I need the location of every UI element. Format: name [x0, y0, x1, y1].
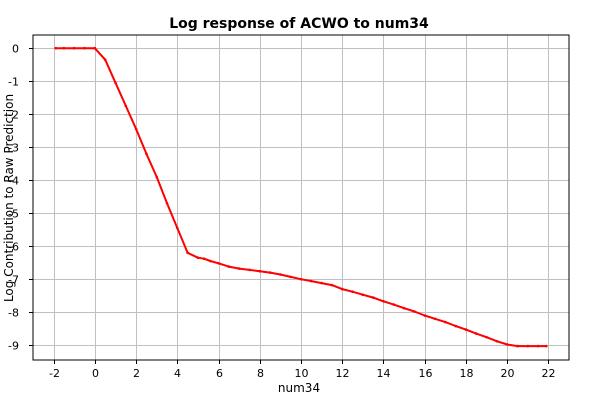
data-point — [217, 262, 220, 265]
data-point — [351, 290, 354, 294]
data-point — [545, 344, 548, 348]
y-tick-label: -7 — [8, 274, 19, 287]
y-tick-label: -8 — [8, 307, 19, 320]
y-tick-label: -9 — [8, 340, 19, 353]
data-point — [423, 314, 427, 317]
data-point — [279, 273, 282, 276]
data-point — [72, 46, 76, 50]
x-tick-label: 18 — [460, 367, 474, 380]
y-tick-label: -4 — [8, 175, 19, 188]
series-layer — [54, 46, 548, 348]
x-tick-label: 14 — [377, 367, 391, 380]
x-tick-label: 20 — [501, 367, 515, 380]
plot-frame — [32, 34, 570, 361]
data-point — [202, 257, 206, 261]
x-tick-label: 12 — [336, 367, 350, 380]
y-tick-label: -2 — [8, 109, 19, 122]
data-point — [310, 279, 313, 283]
y-tick-label: -1 — [8, 76, 19, 89]
data-point — [382, 300, 385, 303]
data-point — [237, 267, 241, 270]
chart-title: Log response of ACWO to num34 — [169, 16, 429, 32]
data-point — [268, 271, 272, 274]
y-tick-label: -6 — [8, 241, 19, 254]
data-point — [93, 46, 97, 50]
data-point — [536, 344, 540, 348]
data-point — [145, 152, 148, 156]
data-point — [54, 46, 57, 50]
data-point — [124, 104, 128, 108]
data-point — [495, 339, 499, 343]
x-tick-label: 6 — [216, 367, 223, 380]
x-tick-label: -2 — [49, 367, 60, 380]
data-point — [361, 293, 365, 297]
x-tick-label: 16 — [419, 367, 433, 380]
y-axis-label: Log Contribution to Raw Prediction — [2, 94, 16, 302]
x-axis-label: num34 — [278, 381, 320, 395]
data-point — [444, 320, 447, 324]
series-line — [55, 47, 547, 348]
y-tick-label: -3 — [8, 142, 19, 155]
data-point — [340, 287, 344, 291]
data-point — [371, 296, 375, 299]
data-point — [103, 58, 107, 61]
data-point — [83, 46, 86, 50]
y-tick-label: 0 — [12, 43, 19, 56]
x-tick-label: 4 — [174, 367, 181, 380]
data-point — [402, 306, 406, 310]
x-tick-label: 10 — [295, 367, 309, 380]
x-tick-label: 0 — [92, 367, 99, 380]
data-point — [299, 277, 303, 281]
data-point — [289, 275, 293, 279]
data-point — [526, 344, 530, 348]
data-point — [320, 281, 323, 285]
data-point — [165, 202, 169, 205]
data-point — [454, 324, 457, 328]
data-point — [433, 317, 437, 321]
data-point — [155, 175, 158, 179]
data-point — [176, 226, 179, 230]
axis-ticks: -2 0 2 4 6 8 10 12 14 16 18 20 22 0 -1 -2 -3 -4 -5 -6 -7 -8 -9 — [8, 43, 555, 381]
x-tick-label: 2 — [133, 367, 140, 380]
data-point — [248, 268, 251, 272]
data-point — [186, 251, 189, 255]
data-point — [134, 127, 138, 131]
data-point — [474, 332, 478, 335]
data-point — [114, 81, 117, 85]
data-point — [209, 259, 212, 263]
y-tick-label: -5 — [8, 208, 19, 221]
data-point — [464, 328, 468, 331]
x-tick-label: 8 — [257, 367, 264, 380]
data-point — [227, 265, 231, 268]
data-point — [392, 303, 396, 306]
data-point — [485, 335, 488, 339]
data-point — [413, 310, 416, 313]
gridlines — [33, 35, 569, 360]
data-point — [62, 46, 66, 50]
x-tick-label: 22 — [542, 367, 556, 380]
data-point — [196, 256, 200, 260]
data-point — [505, 343, 509, 346]
data-point — [258, 269, 262, 273]
data-point — [330, 283, 334, 287]
data-point — [516, 344, 519, 348]
